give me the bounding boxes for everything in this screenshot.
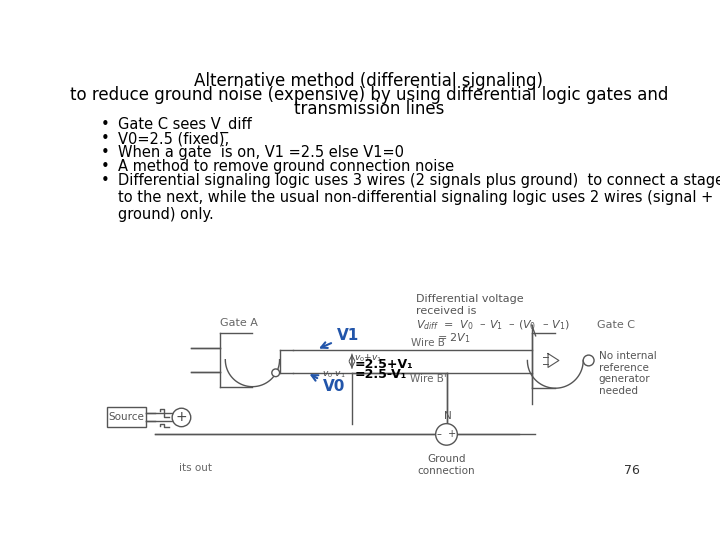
Text: Wire B: Wire B: [411, 338, 445, 348]
Text: –  +: – +: [437, 429, 456, 440]
Text: Source: Source: [109, 411, 145, 422]
Text: V1: V1: [321, 328, 359, 348]
Text: to reduce ground noise (expensive) by using differential logic gates and: to reduce ground noise (expensive) by us…: [70, 86, 668, 104]
Text: transmission lines: transmission lines: [294, 100, 444, 118]
Text: V0: V0: [312, 375, 345, 394]
Text: $V_{diff}$  =  $V_0$  – $V_1$  – ($V_0$  – $V_1$): $V_{diff}$ = $V_0$ – $V_1$ – ($V_0$ – $V…: [415, 319, 570, 333]
Text: •: •: [101, 159, 110, 174]
Circle shape: [172, 408, 191, 427]
Text: Gate C: Gate C: [597, 320, 635, 330]
Text: Differential voltage
received is: Differential voltage received is: [415, 294, 523, 316]
Circle shape: [272, 369, 279, 377]
Text: $v_0$+$v_1$: $v_0$+$v_1$: [354, 352, 382, 363]
Text: =2.5-V₁: =2.5-V₁: [354, 368, 407, 381]
Circle shape: [436, 423, 457, 445]
Text: Gate A: Gate A: [220, 318, 258, 328]
Text: N: N: [444, 411, 452, 421]
FancyBboxPatch shape: [107, 407, 145, 427]
Text: 76: 76: [624, 464, 640, 477]
Text: •: •: [101, 131, 110, 146]
Text: •: •: [101, 145, 110, 160]
Text: = 2$V_1$: = 2$V_1$: [437, 331, 471, 345]
Text: Alternative method (differential signaling): Alternative method (differential signali…: [194, 72, 544, 91]
Text: When a gate  is on, V1 =2.5 else V1=0: When a gate is on, V1 =2.5 else V1=0: [118, 145, 404, 160]
Text: Ground
connection: Ground connection: [418, 455, 475, 476]
Text: +: +: [176, 410, 187, 424]
Text: Differential signaling logic uses 3 wires (2 signals plus ground)  to connect a : Differential signaling logic uses 3 wire…: [118, 173, 720, 222]
Text: •: •: [101, 117, 110, 132]
Text: Gate C sees V_diff: Gate C sees V_diff: [118, 117, 252, 133]
Text: $v_0$-$v_1$: $v_0$-$v_1$: [323, 370, 346, 380]
Circle shape: [583, 355, 594, 366]
Text: V0=2.5 (fixed),: V0=2.5 (fixed),: [118, 131, 229, 146]
Text: Wire B': Wire B': [410, 374, 446, 383]
Text: its out: its out: [179, 463, 212, 473]
Text: =2.5+V₁: =2.5+V₁: [354, 358, 413, 371]
Text: •: •: [101, 173, 110, 187]
Text: No internal
reference
generator
needed: No internal reference generator needed: [599, 351, 657, 396]
Text: A method to remove ground connection noise: A method to remove ground connection noi…: [118, 159, 454, 174]
